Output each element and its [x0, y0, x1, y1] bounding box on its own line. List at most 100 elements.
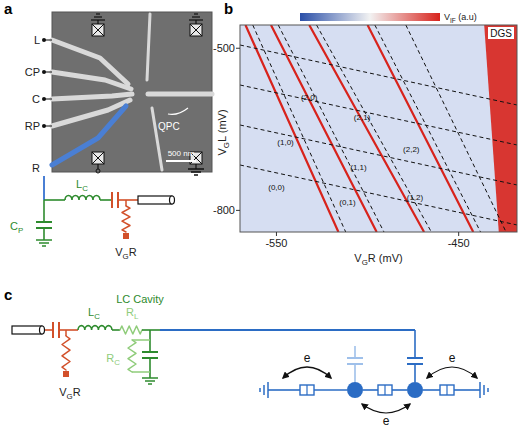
charge-state: (2,0) — [301, 93, 318, 102]
ohmic-contact — [190, 24, 202, 36]
ground — [191, 171, 201, 173]
wire — [118, 199, 138, 201]
coax — [138, 196, 172, 204]
label-tail: L (mV) — [216, 109, 228, 142]
colorbar — [300, 13, 440, 21]
rl-label: RL — [126, 306, 139, 321]
resistor — [128, 340, 136, 372]
tunnel-junction — [446, 385, 447, 395]
gate — [152, 108, 162, 170]
dgs-region — [484, 25, 517, 232]
wire — [142, 329, 160, 331]
resistor — [122, 206, 130, 232]
wire — [454, 389, 480, 391]
panel-c: cVGRLCLC CavityRLRCeee — [4, 286, 488, 428]
capacitor-plate — [111, 192, 113, 208]
gate-label: R — [32, 162, 40, 174]
ground — [479, 382, 481, 398]
gate — [52, 94, 132, 99]
coax — [12, 326, 42, 334]
label-tail: (a.u) — [456, 12, 477, 22]
tunnel-junction — [306, 385, 307, 395]
wire — [354, 346, 356, 358]
quantum-dot — [347, 382, 363, 398]
inductor — [78, 326, 112, 330]
x-tick-label: -450 — [448, 237, 470, 249]
ground — [263, 385, 265, 395]
gate-pad — [42, 70, 46, 74]
wire — [45, 329, 53, 331]
tunnel-junction — [378, 385, 392, 395]
charge-state: (1,2) — [407, 193, 424, 202]
wire — [392, 389, 407, 391]
y-tick-label: -500 — [213, 42, 235, 54]
resistor — [62, 336, 70, 370]
coax-end — [170, 196, 175, 204]
label-base: C — [10, 220, 18, 232]
transition-line — [240, 25, 517, 232]
wire — [354, 364, 356, 382]
gate-label: C — [32, 93, 40, 105]
qpc-label: QPC — [158, 121, 180, 132]
cp-label: CP — [10, 220, 23, 235]
plot-frame — [240, 25, 517, 232]
gate — [147, 14, 150, 80]
wire — [97, 164, 98, 169]
ohmic-contact — [92, 24, 104, 36]
label-sub: C — [94, 312, 100, 321]
electron-arrow — [283, 367, 331, 378]
charge-state: (1,0) — [277, 138, 294, 147]
panel-label: b — [224, 0, 233, 17]
wire — [43, 176, 45, 200]
wire — [43, 228, 45, 240]
ohmic-cross — [92, 24, 104, 36]
charge-state: (2,2) — [403, 145, 420, 154]
ohmic-contact — [92, 152, 104, 164]
ground — [96, 13, 100, 14]
vgr-label: VGR — [115, 246, 137, 261]
lc-label: LC — [88, 306, 100, 321]
label-sub: P — [18, 226, 23, 235]
x-tick-label: -550 — [265, 237, 287, 249]
x-axis-label: VGR (mV) — [354, 252, 402, 267]
tunnel-junction — [440, 385, 454, 395]
panel-a: aLCPCRPRQPC500 nmCPLCVGR — [4, 0, 212, 261]
capacitor-plate — [36, 221, 52, 223]
gate-label: RP — [25, 120, 40, 132]
charge-state: (0,1) — [339, 198, 356, 207]
ground — [483, 385, 485, 395]
panel-b: bVIF (a.u)(2,0)(2,1)(1,0)(1,1)(2,2)(0,0)… — [213, 0, 517, 267]
dgs-box — [488, 27, 514, 39]
panel-label: a — [4, 0, 13, 17]
wire — [414, 330, 416, 358]
gate-terminal — [63, 371, 69, 377]
wire — [149, 358, 151, 378]
label-base: R — [106, 352, 114, 364]
sem-frame — [52, 12, 212, 172]
ground — [39, 242, 49, 244]
ground — [36, 239, 52, 241]
charge-state: (2,1) — [354, 113, 371, 122]
tunnel-junction — [384, 385, 385, 395]
ground — [192, 16, 200, 17]
wire — [43, 200, 45, 222]
wire — [363, 389, 378, 391]
x-tick — [276, 232, 277, 236]
ground — [42, 245, 46, 247]
charge-state: (1,1) — [350, 163, 367, 172]
electron-label: e — [449, 351, 456, 365]
gate-label: L — [34, 34, 40, 46]
gate-pad — [42, 97, 46, 101]
colorbar-label: VIF (a.u) — [444, 12, 477, 24]
label-tail: R — [73, 386, 81, 398]
ohmic-cross — [92, 24, 104, 36]
ohmic-cross — [92, 152, 104, 164]
ground — [94, 16, 102, 17]
label-sub: L — [134, 312, 139, 321]
tunnel-junction — [300, 385, 314, 395]
gate — [52, 106, 126, 165]
rc-label: RC — [106, 352, 120, 367]
wire — [112, 329, 120, 331]
label-sub: C — [82, 184, 88, 193]
gate — [148, 92, 212, 97]
